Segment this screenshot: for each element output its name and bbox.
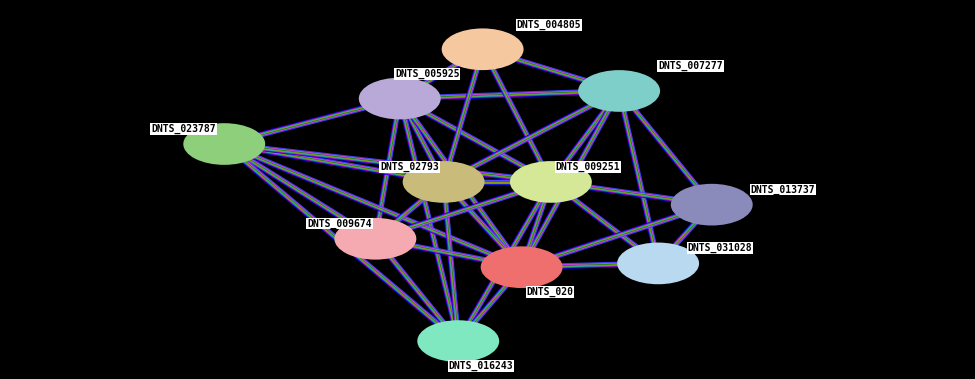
Text: DNTS_02793: DNTS_02793 [380,162,439,172]
Text: DNTS_013737: DNTS_013737 [751,185,815,194]
Text: DNTS_005925: DNTS_005925 [395,69,459,79]
Text: DNTS_004805: DNTS_004805 [517,20,581,30]
Ellipse shape [334,218,416,260]
Ellipse shape [359,78,441,119]
Text: DNTS_009251: DNTS_009251 [556,162,620,172]
Text: DNTS_020: DNTS_020 [526,287,573,297]
Text: DNTS_023787: DNTS_023787 [151,124,215,134]
Text: DNTS_016243: DNTS_016243 [448,361,513,371]
Ellipse shape [417,320,499,362]
Text: DNTS_007277: DNTS_007277 [658,61,722,71]
Ellipse shape [578,70,660,112]
Ellipse shape [510,161,592,203]
Ellipse shape [403,161,485,203]
Ellipse shape [183,123,265,165]
Ellipse shape [442,28,524,70]
Text: DNTS_031028: DNTS_031028 [687,243,752,253]
Ellipse shape [481,246,563,288]
Ellipse shape [617,243,699,284]
Ellipse shape [671,184,753,226]
Text: DNTS_009674: DNTS_009674 [307,219,371,229]
